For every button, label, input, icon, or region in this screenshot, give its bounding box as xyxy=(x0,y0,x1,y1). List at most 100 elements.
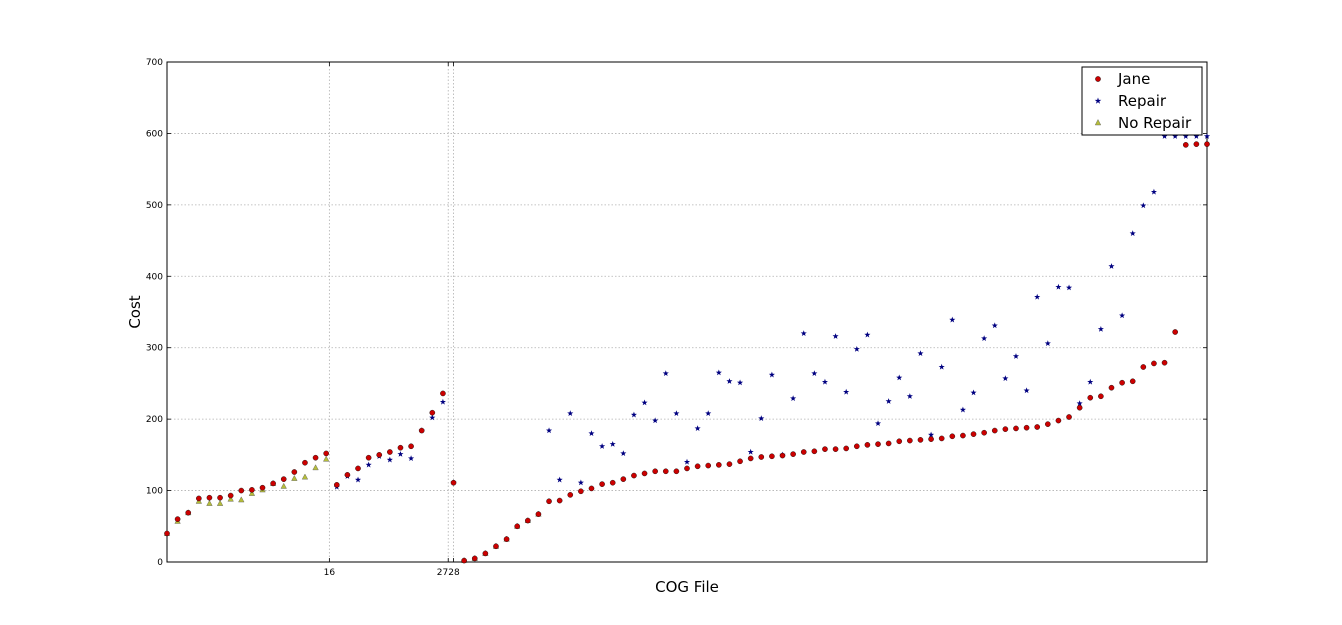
point-jane xyxy=(397,444,404,451)
point-jane xyxy=(726,461,733,467)
point-jane xyxy=(217,494,223,501)
point-jane xyxy=(291,469,298,475)
point-jane xyxy=(1140,364,1147,370)
point-no-repair xyxy=(323,455,330,462)
point-repair xyxy=(705,410,712,417)
point-jane xyxy=(535,511,542,517)
point-repair xyxy=(1087,378,1094,385)
point-repair xyxy=(1002,375,1009,382)
point-jane xyxy=(1161,359,1168,366)
point-jane xyxy=(376,452,383,458)
point-repair xyxy=(1023,387,1030,394)
point-repair xyxy=(1108,263,1115,269)
point-jane xyxy=(832,446,839,452)
point-repair xyxy=(991,322,998,329)
point-jane xyxy=(365,454,372,461)
y-tick-label: 200 xyxy=(146,415,163,425)
point-jane xyxy=(631,472,637,479)
point-jane xyxy=(907,437,913,444)
point-jane xyxy=(1151,360,1157,367)
plot-area xyxy=(166,61,1208,563)
point-jane xyxy=(493,543,499,550)
point-jane xyxy=(822,446,828,452)
point-no-repair xyxy=(227,495,234,502)
point-jane xyxy=(928,436,934,442)
point-repair xyxy=(1012,353,1020,359)
y-tick-label: 100 xyxy=(146,487,163,497)
point-jane xyxy=(599,481,605,487)
point-jane xyxy=(471,555,478,562)
point-jane xyxy=(917,437,924,443)
point-jane xyxy=(811,448,818,455)
point-repair xyxy=(1161,133,1168,139)
point-no-repair xyxy=(248,490,256,496)
point-jane xyxy=(302,459,308,466)
point-jane xyxy=(1119,379,1125,386)
point-jane xyxy=(1172,329,1178,335)
point-jane xyxy=(800,449,807,455)
point-no-repair xyxy=(206,500,213,506)
x-tick-label: 2728 xyxy=(437,568,460,578)
point-repair xyxy=(843,388,850,395)
point-repair xyxy=(641,399,648,406)
point-jane xyxy=(1055,417,1062,424)
legend-marker-no-repair xyxy=(1094,119,1102,126)
point-jane xyxy=(716,462,722,468)
point-jane xyxy=(949,433,956,440)
point-repair xyxy=(652,417,659,424)
point-jane xyxy=(482,550,489,557)
point-jane xyxy=(970,431,977,437)
point-repair xyxy=(408,455,415,462)
point-repair xyxy=(1066,284,1073,291)
point-jane xyxy=(790,451,796,457)
grid-lines xyxy=(167,62,1207,562)
point-jane xyxy=(885,440,892,447)
point-jane xyxy=(333,482,340,488)
y-tick-label: 500 xyxy=(146,201,163,211)
point-jane xyxy=(249,487,255,493)
point-repair xyxy=(1055,283,1062,290)
point-jane xyxy=(312,454,319,461)
point-no-repair xyxy=(280,482,287,489)
point-jane xyxy=(864,442,871,448)
point-repair xyxy=(1172,133,1179,139)
point-jane xyxy=(1076,404,1083,411)
point-jane xyxy=(429,409,436,416)
point-repair xyxy=(630,411,637,418)
point-jane xyxy=(450,479,457,486)
point-jane xyxy=(1023,424,1030,431)
point-jane xyxy=(206,494,213,501)
point-repair xyxy=(567,410,574,417)
legend-label-jane: Jane xyxy=(1117,70,1150,88)
point-jane xyxy=(981,429,987,436)
legend-label-repair: Repair xyxy=(1118,92,1167,110)
point-jane xyxy=(779,452,786,459)
point-repair xyxy=(800,330,807,337)
point-repair xyxy=(429,414,436,421)
point-jane xyxy=(1002,426,1009,432)
point-jane xyxy=(280,476,287,482)
point-repair xyxy=(715,369,722,376)
point-jane xyxy=(1182,142,1189,148)
point-jane xyxy=(684,465,690,472)
point-repair xyxy=(354,476,362,483)
point-repair xyxy=(588,430,595,437)
point-repair xyxy=(737,379,744,386)
point-jane xyxy=(270,480,276,487)
point-jane xyxy=(853,443,860,450)
point-repair xyxy=(726,378,733,384)
point-no-repair xyxy=(291,475,298,481)
point-jane xyxy=(1045,421,1051,427)
point-jane xyxy=(355,465,361,472)
x-tick-label: 16 xyxy=(324,568,336,578)
point-repair xyxy=(599,443,606,449)
point-jane xyxy=(896,438,903,445)
point-jane xyxy=(938,435,945,442)
point-repair xyxy=(694,425,701,432)
point-repair xyxy=(981,335,988,342)
axis-ticks: 0 100 200 300 400 500 600 700 16 2728 xyxy=(146,58,1207,578)
point-jane xyxy=(185,509,192,516)
data-points xyxy=(163,133,1211,564)
point-repair xyxy=(365,461,372,468)
